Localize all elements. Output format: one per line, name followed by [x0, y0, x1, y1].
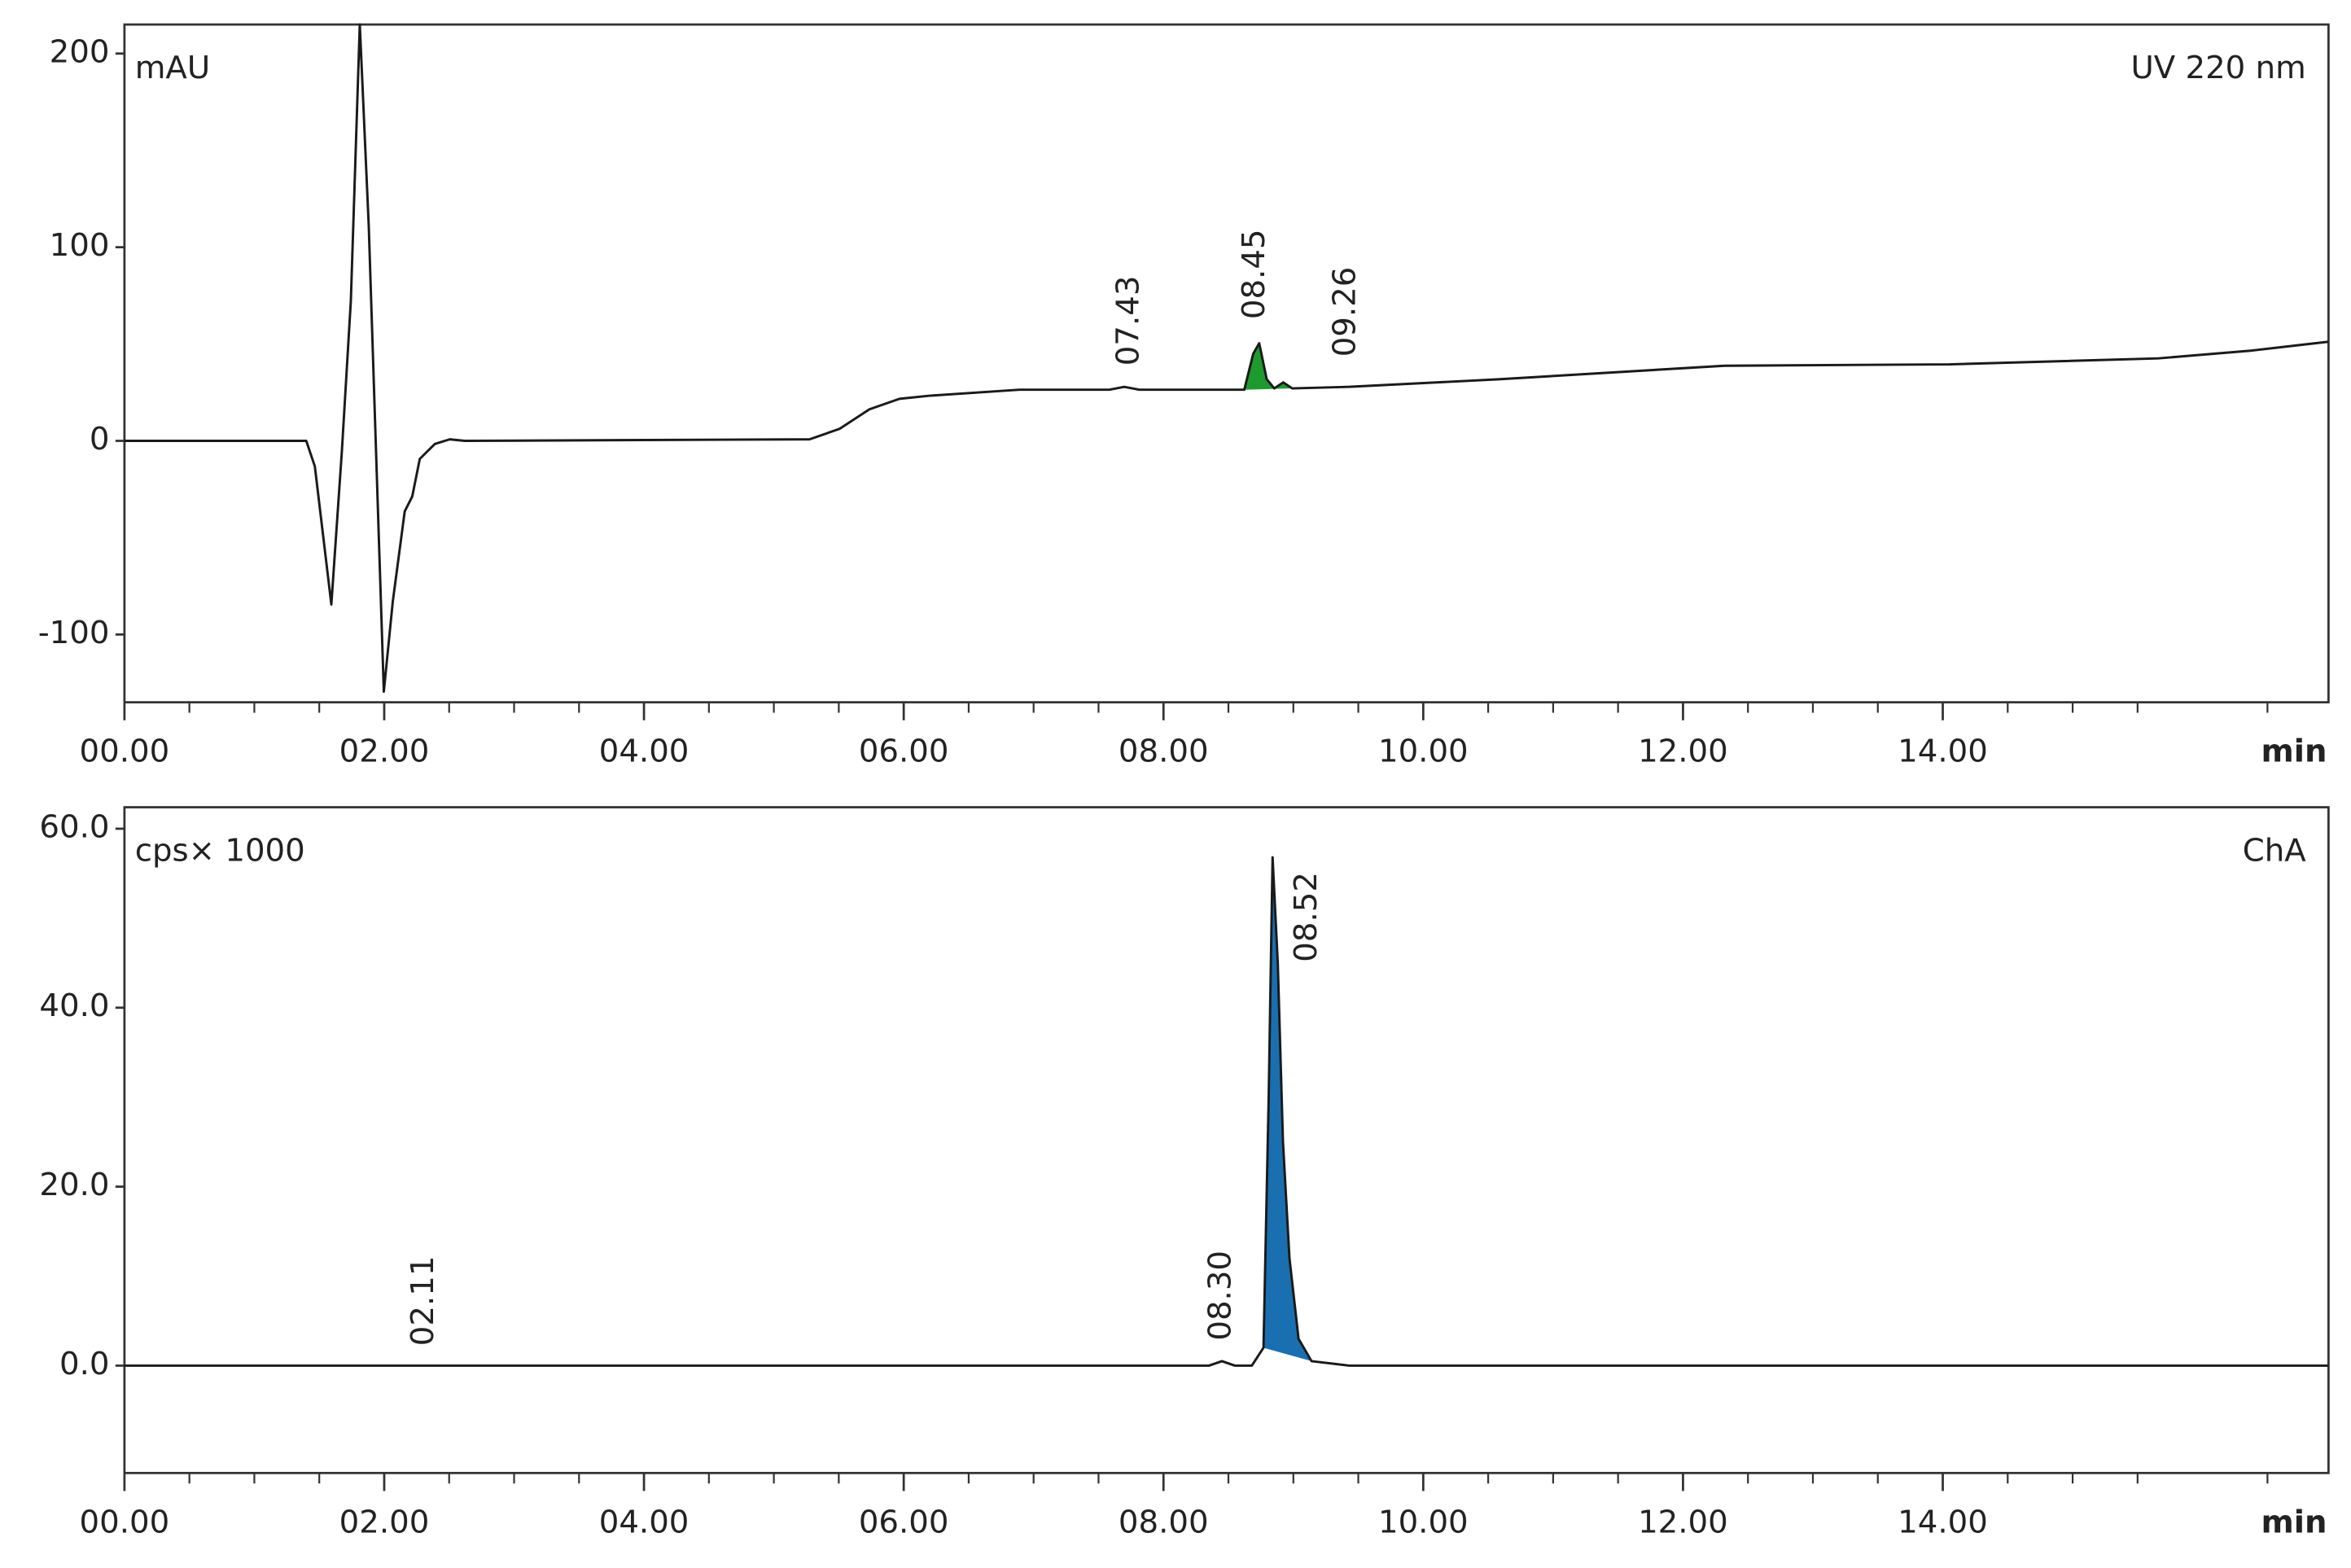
peak-label: 08.30 — [1202, 1250, 1239, 1341]
x-tick-label: 08.00 — [1119, 1504, 1209, 1540]
peak-label: 02.11 — [405, 1256, 441, 1347]
peak-label: 09.26 — [1327, 267, 1364, 357]
channel-label: UV 220 nm — [2130, 50, 2305, 86]
x-tick-label: 02.00 — [339, 1504, 430, 1540]
y-tick-label: 0.0 — [59, 1346, 109, 1382]
channel-label: ChA — [2243, 832, 2306, 869]
trace-line — [124, 856, 2329, 1367]
y-tick-label: 20.0 — [39, 1167, 109, 1203]
unit-label: mAU — [135, 50, 210, 86]
x-tick-label: 06.00 — [859, 734, 949, 770]
y-tick-label: 0 — [90, 421, 110, 458]
trace-line — [124, 23, 2329, 694]
x-tick-label: 12.00 — [1638, 1504, 1728, 1540]
x-tick-label: 00.00 — [80, 1504, 170, 1540]
peak-label: 08.45 — [1236, 229, 1272, 319]
x-tick-label: 10.00 — [1378, 734, 1469, 770]
x-tick-label: 00.00 — [80, 734, 170, 770]
x-tick-label: 06.00 — [859, 1504, 949, 1540]
peak-label: 08.52 — [1288, 872, 1324, 962]
y-tick-label: 100 — [50, 227, 110, 264]
x-tick-label: 14.00 — [1898, 734, 1988, 770]
x-tick-label: 10.00 — [1378, 1504, 1469, 1540]
x-tick-label: 02.00 — [339, 734, 430, 770]
y-tick-label: -100 — [38, 615, 110, 651]
y-tick-label: 60.0 — [39, 808, 109, 845]
x-tick-label: 04.00 — [599, 734, 690, 770]
y-tick-label: 200 — [50, 33, 110, 70]
plot-frame — [123, 23, 2330, 704]
unit-label: cps× 1000 — [135, 832, 305, 869]
peak-fill — [1244, 343, 1293, 390]
y-tick-label: 40.0 — [39, 988, 109, 1024]
peak-label: 07.43 — [1110, 276, 1146, 366]
x-tick-label: 04.00 — [599, 1504, 690, 1540]
x-axis-label: min — [2261, 734, 2327, 770]
plot-frame — [123, 806, 2330, 1474]
x-tick-label: 14.00 — [1898, 1504, 1988, 1540]
x-axis-label: min — [2261, 1504, 2327, 1540]
x-tick-label: 12.00 — [1638, 734, 1728, 770]
x-tick-label: 08.00 — [1119, 734, 1209, 770]
peak-fill — [1263, 857, 1312, 1361]
